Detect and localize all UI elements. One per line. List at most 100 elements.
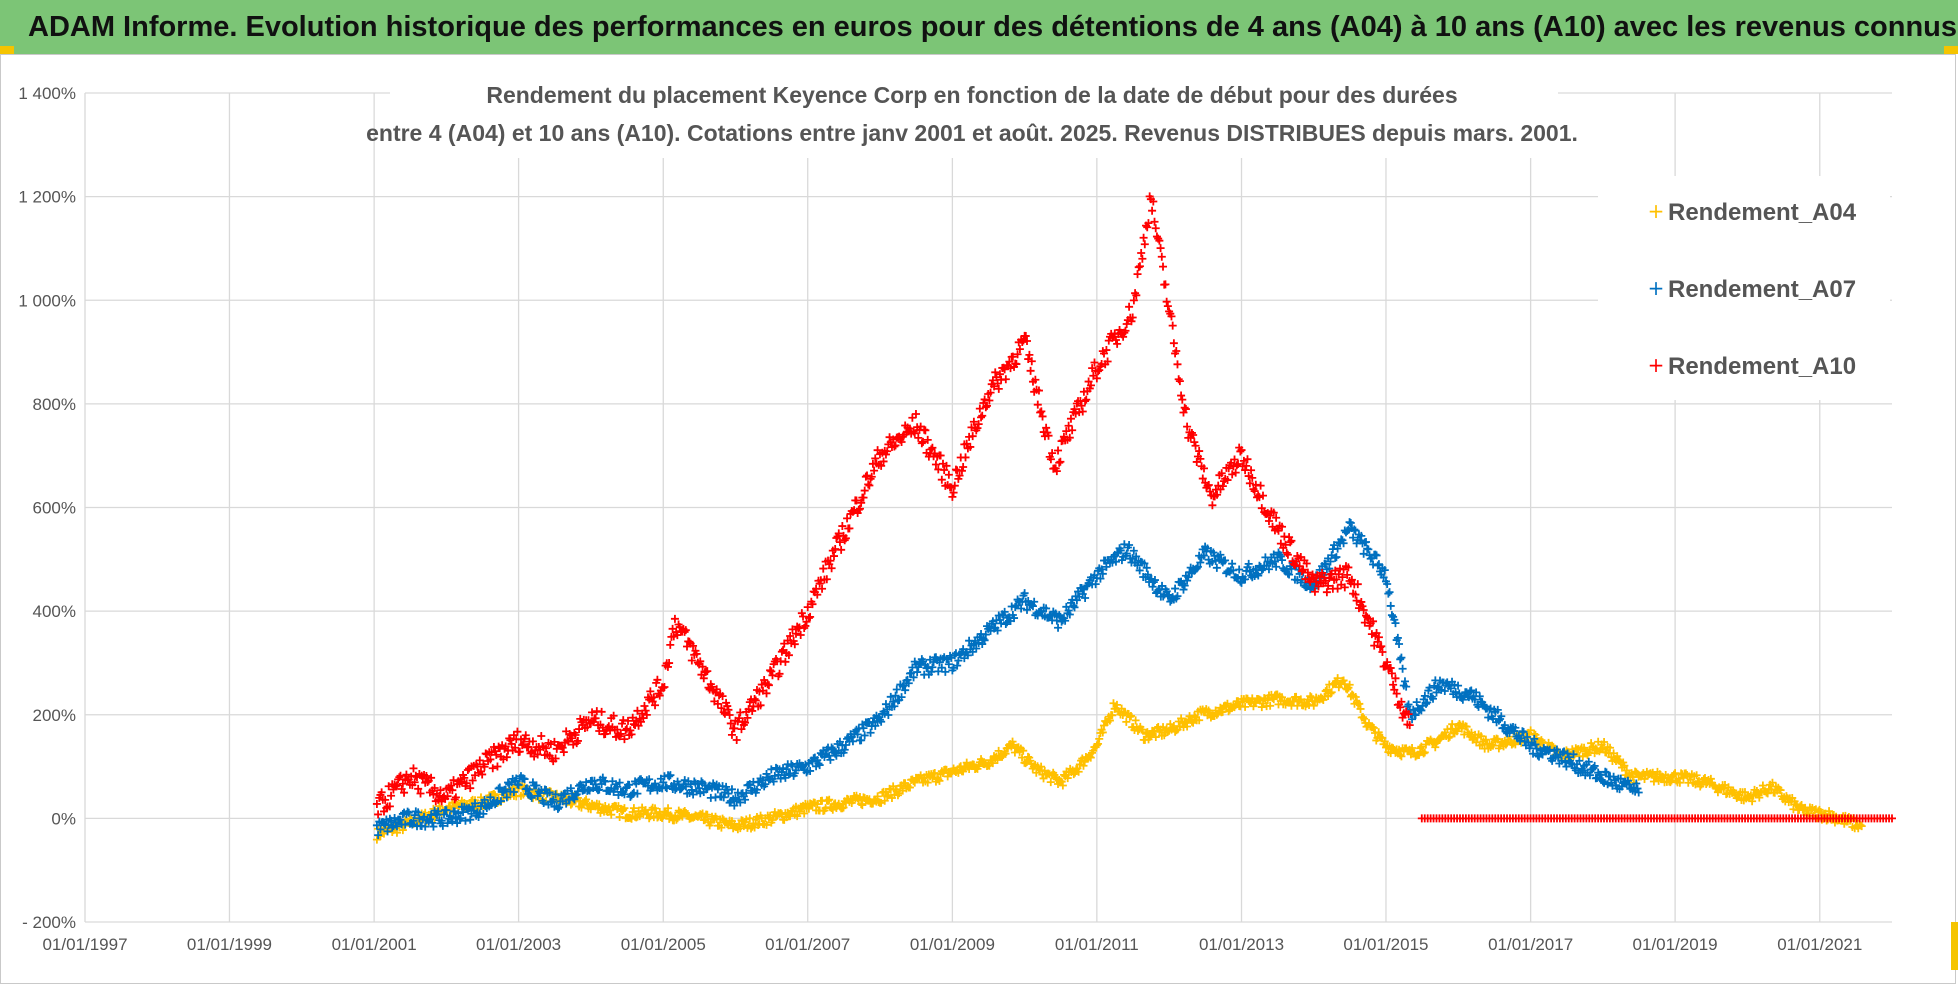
data-point-marker bbox=[577, 803, 586, 812]
data-point-marker bbox=[1387, 611, 1396, 620]
x-tick-label: 01/01/1999 bbox=[187, 935, 272, 954]
data-point-marker bbox=[1253, 569, 1262, 578]
data-point-marker bbox=[400, 788, 409, 797]
data-point-marker bbox=[1044, 431, 1053, 440]
data-point-marker bbox=[860, 731, 869, 740]
legend-marker-a04: + bbox=[1648, 199, 1665, 223]
data-point-marker bbox=[1108, 711, 1117, 720]
data-point-marker bbox=[838, 522, 847, 531]
data-point-marker bbox=[1380, 566, 1389, 575]
data-point-marker bbox=[815, 761, 824, 770]
data-point-marker bbox=[1640, 774, 1649, 783]
data-point-marker bbox=[527, 793, 536, 802]
data-point-marker bbox=[1255, 493, 1264, 502]
data-point-marker bbox=[951, 649, 960, 658]
data-point-marker bbox=[979, 634, 988, 643]
data-point-marker bbox=[1326, 557, 1335, 566]
data-point-marker bbox=[890, 442, 899, 451]
data-point-marker bbox=[1037, 407, 1046, 416]
data-point-marker bbox=[1616, 774, 1625, 783]
data-point-marker bbox=[665, 772, 674, 781]
data-point-marker bbox=[624, 716, 633, 725]
data-point-marker bbox=[1230, 455, 1239, 464]
data-point-marker bbox=[1030, 597, 1039, 606]
data-point-marker bbox=[601, 801, 610, 810]
data-point-marker bbox=[1192, 564, 1201, 573]
legend-label-a07: Rendement_A07 bbox=[1668, 276, 1856, 303]
y-tick-label: 0% bbox=[51, 809, 76, 828]
data-point-marker bbox=[450, 807, 459, 816]
data-point-marker bbox=[1010, 614, 1019, 623]
data-point-marker bbox=[1372, 551, 1381, 560]
data-point-marker bbox=[1131, 716, 1140, 725]
data-point-marker bbox=[1396, 751, 1405, 760]
data-point-marker bbox=[1603, 780, 1612, 789]
data-point-marker bbox=[1326, 689, 1335, 698]
data-point-marker bbox=[1155, 236, 1164, 245]
data-point-marker bbox=[1451, 688, 1460, 697]
data-point-marker bbox=[1232, 461, 1241, 470]
data-point-marker bbox=[1129, 546, 1138, 555]
data-point-marker bbox=[975, 404, 984, 413]
data-point-marker bbox=[1090, 358, 1099, 367]
data-point-marker bbox=[1019, 746, 1028, 755]
data-point-marker bbox=[877, 717, 886, 726]
data-point-marker bbox=[480, 762, 489, 771]
data-point-marker bbox=[1163, 302, 1172, 311]
data-point-marker bbox=[748, 706, 757, 715]
y-tick-label: 400% bbox=[33, 602, 76, 621]
data-point-marker bbox=[1353, 580, 1362, 589]
data-point-marker bbox=[1126, 711, 1135, 720]
data-point-marker bbox=[1121, 326, 1130, 335]
data-point-marker bbox=[942, 461, 951, 470]
data-point-marker bbox=[1321, 687, 1330, 696]
data-point-marker bbox=[855, 504, 864, 513]
data-point-marker bbox=[565, 729, 574, 738]
data-point-marker bbox=[1332, 575, 1341, 584]
data-point-marker bbox=[1058, 781, 1067, 790]
data-point-marker bbox=[692, 649, 701, 658]
data-point-marker bbox=[1074, 767, 1083, 776]
data-point-marker bbox=[1111, 557, 1120, 566]
x-tick-label: 01/01/2017 bbox=[1488, 935, 1573, 954]
data-point-marker bbox=[566, 800, 575, 809]
data-point-marker bbox=[613, 725, 622, 734]
data-point-marker bbox=[1077, 401, 1086, 410]
data-point-marker bbox=[913, 668, 922, 677]
data-point-marker bbox=[1193, 562, 1202, 571]
data-point-marker bbox=[1001, 749, 1010, 758]
data-point-marker bbox=[1199, 464, 1208, 473]
data-point-marker bbox=[1234, 460, 1243, 469]
data-point-marker bbox=[374, 831, 383, 840]
data-point-marker bbox=[421, 822, 430, 831]
data-point-marker bbox=[402, 770, 411, 779]
data-point-marker bbox=[1533, 751, 1542, 760]
data-point-marker bbox=[491, 747, 500, 756]
data-point-marker bbox=[890, 702, 899, 711]
data-point-marker bbox=[1445, 732, 1454, 741]
data-point-marker bbox=[724, 789, 733, 798]
data-point-marker bbox=[641, 706, 650, 715]
data-point-marker bbox=[1322, 588, 1331, 597]
data-point-marker bbox=[1228, 559, 1237, 568]
data-point-marker bbox=[1748, 797, 1757, 806]
data-point-marker bbox=[1349, 533, 1358, 542]
data-point-marker bbox=[839, 803, 848, 812]
data-point-marker bbox=[1039, 774, 1048, 783]
data-point-marker bbox=[666, 640, 675, 649]
data-point-marker bbox=[1425, 683, 1434, 692]
data-point-marker bbox=[1392, 689, 1401, 698]
data-point-marker bbox=[1475, 692, 1484, 701]
data-point-marker bbox=[954, 656, 963, 665]
data-point-marker bbox=[473, 762, 482, 771]
data-point-marker bbox=[873, 446, 882, 455]
data-point-marker bbox=[1391, 619, 1400, 628]
data-point-marker bbox=[1167, 312, 1176, 321]
data-point-marker bbox=[1250, 487, 1259, 496]
data-point-marker bbox=[392, 822, 401, 831]
data-point-marker bbox=[857, 800, 866, 809]
data-point-marker bbox=[1584, 757, 1593, 766]
data-point-marker bbox=[1511, 740, 1520, 749]
data-point-marker bbox=[1159, 723, 1168, 732]
data-point-marker bbox=[1369, 617, 1378, 626]
